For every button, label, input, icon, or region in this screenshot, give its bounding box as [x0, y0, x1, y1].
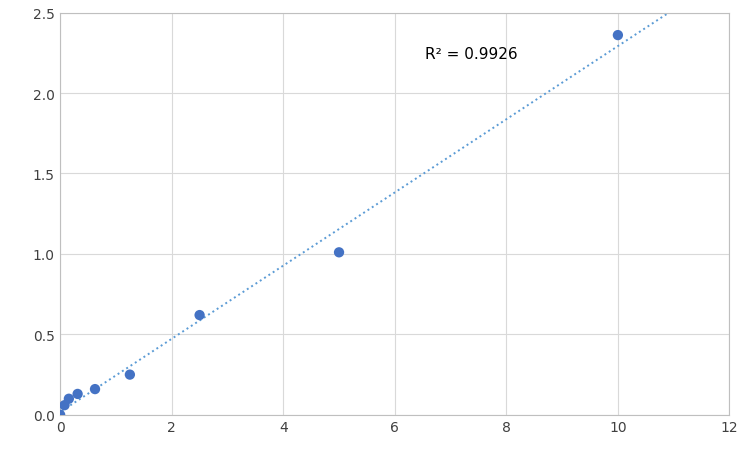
Point: [612, 32, 624, 40]
Point: [59, 402, 71, 409]
Point: [124, 371, 136, 378]
Point: [193, 312, 205, 319]
Point: [89, 386, 101, 393]
Text: R² = 0.9926: R² = 0.9926: [426, 46, 518, 61]
Point: [54, 411, 66, 419]
Point: [71, 391, 83, 398]
Point: [333, 249, 345, 256]
Point: [63, 395, 75, 402]
